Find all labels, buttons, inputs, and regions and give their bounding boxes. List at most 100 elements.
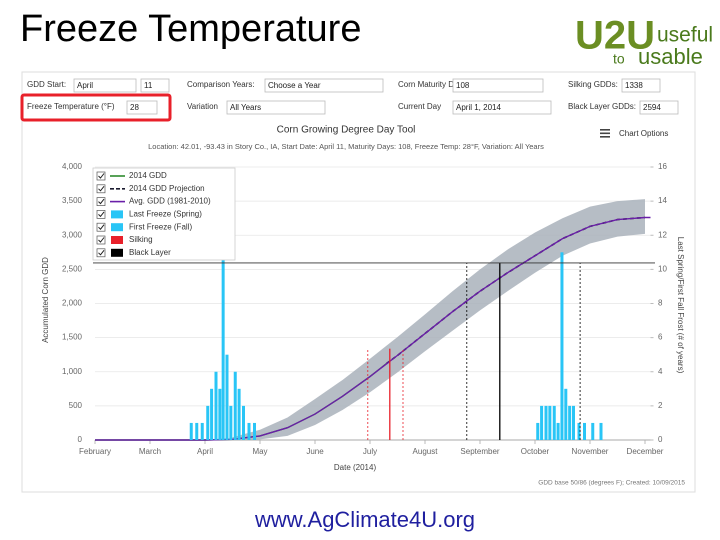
frost-bar — [564, 388, 568, 440]
checkmark — [98, 185, 105, 192]
dropdown[interactable] — [73, 78, 137, 93]
frost-bar — [214, 371, 218, 440]
frost-bar — [233, 371, 237, 440]
dropdown-value: 108 — [456, 81, 470, 90]
dropdown-value: 28 — [130, 103, 139, 112]
x-tick-label: July — [363, 447, 377, 456]
logo-word: useful — [657, 24, 713, 47]
y-tick-label: 3,500 — [62, 196, 83, 205]
checkbox — [96, 222, 106, 232]
legend-swatch — [111, 210, 123, 219]
checkbox — [96, 184, 106, 194]
dropdown-value: All Years — [230, 103, 261, 112]
checkbox — [96, 171, 106, 181]
dropdown[interactable] — [140, 78, 170, 93]
y-tick-label: 500 — [69, 401, 83, 410]
frost-bar — [225, 354, 229, 440]
y2-axis-label: Last Spring/First Fall Frost (# of years… — [676, 237, 685, 374]
frost-bar — [218, 388, 222, 440]
legend-item[interactable]: 2014 GDD Projection — [96, 184, 205, 194]
control-label: Variation — [187, 102, 218, 111]
input[interactable] — [639, 100, 679, 115]
frost-bar — [536, 422, 540, 440]
legend-swatch — [111, 236, 123, 244]
y2-tick-label: 12 — [658, 230, 667, 239]
legend: 2014 GDD 2014 GDD Projection Avg. GDD (198… — [92, 167, 236, 261]
control-label: GDD Start: — [27, 80, 66, 89]
checkmark — [98, 249, 105, 256]
checkbox — [96, 210, 106, 219]
logo: U2U useful to usable — [575, 14, 713, 69]
control-label: Corn Maturity Days: — [398, 80, 469, 89]
chart-options-label: Chart Options — [619, 129, 668, 138]
slide-title: Freeze Temperature — [20, 8, 361, 50]
frost-bar — [552, 405, 556, 440]
checkbox — [96, 248, 106, 258]
control-label: Comparison Years: — [187, 80, 255, 89]
y2-tick-label: 0 — [658, 435, 663, 444]
frost-bar — [599, 422, 603, 440]
checkbox — [96, 235, 106, 245]
chart-options-button[interactable]: Chart Options — [600, 129, 668, 138]
input[interactable] — [621, 78, 661, 93]
frost-bar — [195, 422, 199, 440]
y2-tick-label: 8 — [658, 299, 663, 308]
y-tick-label: 3,000 — [62, 230, 83, 239]
date-value: April 1, 2014 — [456, 103, 501, 112]
y2-tick-label: 16 — [658, 162, 667, 171]
legend-label: Last Freeze (Spring) — [129, 210, 202, 219]
frost-bar — [556, 422, 560, 440]
x-tick-label: February — [79, 447, 111, 456]
logo-word: usable — [638, 44, 703, 69]
control-label: Freeze Temperature (°F) — [27, 102, 115, 111]
dropdown[interactable] — [452, 78, 544, 93]
menu-icon — [600, 132, 610, 135]
frost-bar — [544, 405, 548, 440]
menu-icon — [600, 136, 610, 138]
frost-bar — [572, 405, 575, 440]
input-value: 1338 — [625, 81, 643, 90]
y-tick-label: 0 — [78, 435, 83, 444]
legend-item[interactable]: 2014 GDD — [96, 171, 167, 181]
legend-swatch — [111, 223, 123, 232]
y2-tick-label: 6 — [658, 333, 663, 342]
dropdown[interactable] — [126, 100, 158, 115]
frost-bar — [242, 405, 245, 440]
frost-bar — [577, 422, 581, 440]
dropdown-value: April — [77, 81, 93, 90]
legend-label: 2014 GDD Projection — [129, 184, 205, 193]
dropdown-value: Choose a Year — [268, 81, 321, 90]
date-picker[interactable] — [452, 100, 552, 115]
legend-item[interactable]: First Freeze (Fall) — [96, 222, 192, 232]
legend-item[interactable]: Silking — [96, 235, 153, 245]
y-tick-label: 2,500 — [62, 264, 83, 273]
control-label: Current Day — [398, 102, 441, 111]
legend-item[interactable]: Avg. GDD (1981-2010) — [96, 197, 211, 206]
frost-bar — [221, 252, 225, 440]
frost-bar — [540, 405, 544, 440]
y2-tick-label: 14 — [658, 196, 667, 205]
legend-item[interactable]: Black Layer — [96, 248, 171, 258]
legend-label: First Freeze (Fall) — [129, 222, 192, 231]
legend-label: Black Layer — [129, 248, 171, 257]
input-value: 2594 — [643, 103, 661, 112]
chart-credit: GDD base 50/86 (degrees F); Created: 10/… — [538, 480, 685, 487]
legend-label: 2014 GDD — [129, 171, 167, 180]
y2-tick-label: 4 — [658, 367, 663, 376]
y-tick-label: 1,500 — [62, 333, 83, 342]
x-axis-label: Date (2014) — [334, 463, 377, 472]
y2-tick-label: 2 — [658, 401, 663, 410]
x-tick-label: June — [306, 447, 324, 456]
chart-subtitle: Location: 42.01, -93.43 in Story Co., IA… — [148, 142, 544, 151]
legend-item[interactable]: Last Freeze (Spring) — [96, 210, 202, 219]
dropdown[interactable] — [226, 100, 326, 115]
frost-bar — [548, 405, 552, 440]
highlight — [20, 93, 172, 122]
frost-bar — [568, 405, 572, 440]
dropdown[interactable] — [264, 78, 384, 93]
legend-label: Silking — [129, 235, 153, 244]
legend-swatch — [111, 248, 123, 257]
x-tick-label: March — [139, 447, 161, 456]
checkmark — [98, 211, 105, 218]
